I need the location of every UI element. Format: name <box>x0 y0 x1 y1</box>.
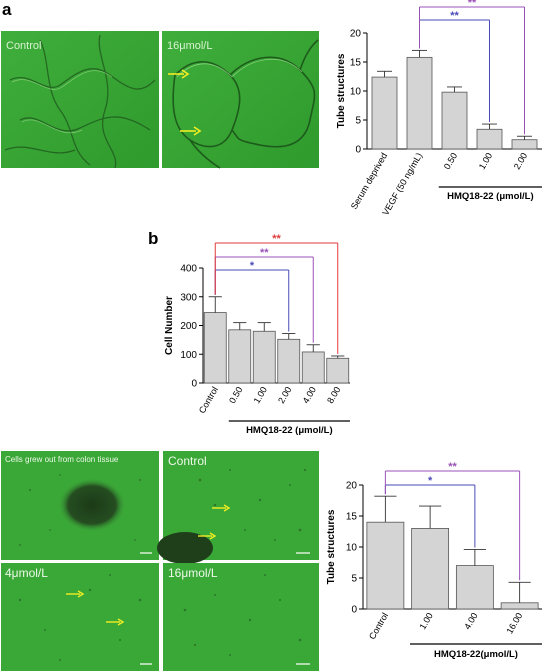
x-tick-label: 1.00 <box>417 611 434 631</box>
group-label: HMQ18-22 (μmol/L) <box>246 425 333 436</box>
bar <box>455 565 494 610</box>
y-tick-label: 200 <box>180 321 197 332</box>
y-tick-label: 0 <box>355 145 361 156</box>
y-tick-label: 5 <box>355 116 361 127</box>
y-tick-label: 0 <box>191 379 197 390</box>
y-tick-label: 400 <box>180 264 197 275</box>
panel-letter-b: b <box>148 229 159 248</box>
y-tick-label: 300 <box>180 292 197 303</box>
micrograph-c-colon <box>1 451 159 560</box>
y-tick-label: 100 <box>180 350 197 361</box>
group-label: HMQ18-22(μmol/L) <box>434 649 518 660</box>
significance-stars: ** <box>260 247 269 259</box>
significance-stars: * <box>428 475 433 487</box>
significance-stars: * <box>250 260 255 272</box>
bar <box>441 91 468 150</box>
panel-letter-a: a <box>2 0 12 19</box>
micrograph-label-c-control: Control <box>168 454 207 468</box>
y-tick-label: 15 <box>346 512 358 523</box>
y-tick-label: 5 <box>351 574 357 585</box>
y-axis-label: Cell Number <box>164 296 175 355</box>
y-tick-label: 10 <box>350 87 362 98</box>
y-axis-label: Tube structures <box>336 53 347 128</box>
significance-stars: ** <box>448 461 457 473</box>
bar <box>406 56 433 150</box>
y-axis-label: Tube structures <box>326 509 337 584</box>
group-label: HMQ18-22 (μmol/L) <box>447 191 534 202</box>
significance-stars: ** <box>468 0 477 9</box>
y-tick-label: 15 <box>350 58 362 69</box>
micrograph-label-c-colon: Cells grew out from colon tissue <box>5 455 119 464</box>
significance-stars: ** <box>272 233 281 245</box>
micrograph-label-a-16umol: 16μmol/L <box>167 40 213 52</box>
y-tick-label: 10 <box>346 543 358 554</box>
micrograph-a-control <box>1 31 159 169</box>
micrograph-c-control <box>157 451 319 564</box>
y-tick-label: 0 <box>351 605 357 616</box>
micrograph-a-16umol <box>162 31 319 169</box>
micrograph-label-a-control: Control <box>6 40 42 52</box>
micrograph-label-c-4umol: 4μmol/L <box>5 566 48 580</box>
micrograph-label-c-16umol: 16μmol/L <box>168 566 218 580</box>
bar <box>371 76 398 150</box>
x-tick-label: 4.00 <box>462 611 479 631</box>
bar <box>366 521 405 610</box>
x-tick-label: Control <box>367 611 390 641</box>
bar <box>411 528 450 610</box>
micrograph-c-4umol <box>1 563 159 671</box>
y-tick-label: 20 <box>346 481 358 492</box>
micrograph-c-16umol <box>163 563 319 671</box>
significance-stars: ** <box>450 10 459 22</box>
x-tick-label: 16.00 <box>504 611 524 636</box>
bar <box>500 602 539 610</box>
y-tick-label: 20 <box>350 29 362 40</box>
